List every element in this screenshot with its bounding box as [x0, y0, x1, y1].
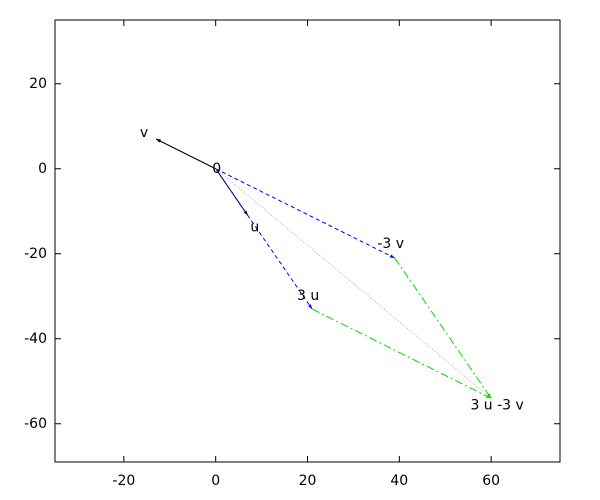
- arrowhead: [487, 393, 492, 399]
- point-label: 0: [212, 161, 221, 177]
- x-tick-label: -20: [112, 473, 135, 489]
- y-tick-label: -20: [24, 246, 47, 262]
- x-tick-label: 60: [482, 473, 500, 489]
- point-label: -3 v: [377, 236, 404, 252]
- arrowhead: [243, 210, 248, 216]
- x-tick-label: 40: [390, 473, 408, 489]
- point-label: 3 u: [297, 288, 319, 304]
- arrowhead: [389, 254, 395, 258]
- vector-line: [311, 308, 492, 399]
- plot-frame: [54, 19, 561, 463]
- vector-line: [155, 138, 216, 170]
- arrowhead: [308, 304, 313, 309]
- point-label: u: [250, 220, 259, 236]
- point-label: v: [140, 125, 148, 141]
- x-tick-label: 0: [211, 473, 220, 489]
- arrowhead: [486, 394, 492, 399]
- y-tick-label: 20: [29, 76, 47, 92]
- vector-line: [215, 168, 395, 259]
- y-tick-label: -60: [24, 416, 47, 432]
- y-tick-label: 0: [38, 161, 47, 177]
- point-label: 3 u -3 v: [470, 397, 523, 413]
- x-tick-label: 20: [299, 473, 317, 489]
- arrowhead: [156, 139, 161, 143]
- vector-line: [215, 168, 492, 399]
- y-tick-label: -40: [24, 331, 47, 347]
- vector-line: [215, 168, 313, 310]
- vector-line: [394, 257, 492, 399]
